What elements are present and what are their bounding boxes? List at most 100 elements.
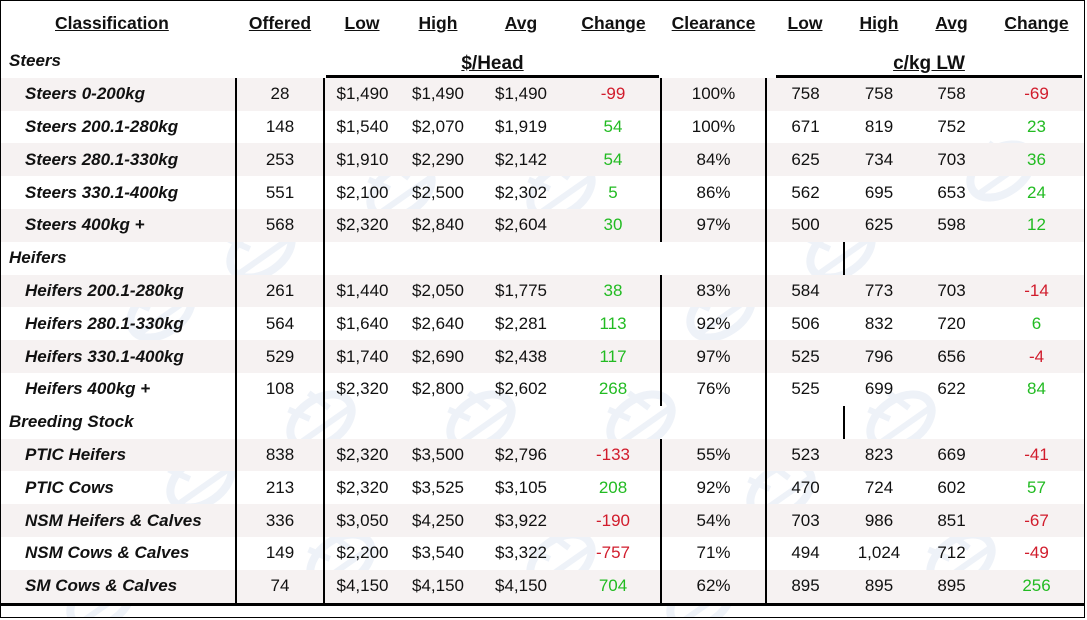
spacer-cell	[236, 45, 324, 78]
kg-high-cell: 625	[844, 208, 914, 242]
empty-cell	[661, 241, 767, 275]
empty-cell	[566, 406, 661, 439]
kg-high-cell: 796	[844, 340, 914, 373]
low-cell: $2,100	[323, 176, 400, 209]
col-header-classification: Classification	[55, 12, 169, 33]
table-body: Steers $/Head c/kg LW Steers 0-200kg 28 $1,49…	[1, 45, 1084, 606]
clearance-cell: 54%	[661, 504, 767, 537]
empty-cell	[400, 406, 476, 439]
kg-avg-cell: 895	[914, 569, 989, 606]
classification-cell: PTIC Cows	[25, 477, 114, 497]
table-row: SM Cows & Calves 74 $4,150 $4,150 $4,150 704 6…	[1, 569, 1084, 606]
col-header-change: Change	[581, 12, 646, 33]
low-cell: $1,740	[323, 340, 400, 373]
kg-change-cell: -14	[989, 274, 1084, 308]
kg-high-cell: 819	[864, 116, 894, 136]
high-cell: $4,250	[400, 504, 476, 537]
col-header-kg-avg: Avg	[935, 12, 968, 33]
col-header-low: Low	[344, 12, 380, 33]
empty-cell	[476, 242, 566, 275]
kg-high-cell: 832	[864, 313, 894, 333]
kg-change-cell: 12	[989, 208, 1084, 242]
clearance-cell: 92%	[661, 307, 767, 341]
unit-header-head: $/Head	[324, 45, 661, 78]
group-label: Breeding Stock	[9, 412, 134, 432]
high-cell: $2,050	[400, 274, 476, 308]
kg-avg-cell: 703	[914, 274, 989, 308]
offered-cell: 108	[235, 372, 324, 406]
kg-avg-cell: 598	[914, 208, 989, 242]
table-row: Heifers 200.1-280kg 261 $1,440 $2,050 $1,775…	[1, 274, 1084, 308]
clearance-cell: 100%	[661, 77, 767, 111]
classification-cell: NSM Heifers & Calves	[1, 504, 236, 537]
group-label: Heifers	[9, 248, 67, 268]
low-cell: $3,050	[323, 504, 400, 537]
high-cell: $3,500	[400, 438, 476, 472]
clearance-cell: 55%	[661, 438, 767, 472]
clearance-cell: 84%	[661, 143, 767, 177]
kg-high-cell: 734	[844, 143, 914, 177]
low-cell: $1,490	[323, 77, 400, 111]
kg-low-cell: 523	[766, 438, 844, 472]
kg-low-cell: 525	[791, 379, 820, 399]
table-row: Steers 400kg +568 $2,320 $2,840 $2,604 30 97%…	[1, 208, 1084, 242]
classification-cell: Steers 280.1-330kg	[1, 143, 236, 177]
col-header-high: High	[418, 12, 458, 33]
clearance-cell: 97%	[661, 208, 767, 242]
kg-avg-cell: 712	[937, 543, 966, 563]
offered-cell: 564	[235, 307, 324, 341]
low-cell: $1,640	[323, 307, 400, 341]
kg-change-cell: 23	[1027, 116, 1046, 136]
kg-avg-cell: 752	[937, 116, 966, 136]
table-row: PTIC Heifers 838 $2,320 $3,500 $2,796 -133 55%…	[1, 438, 1084, 472]
high-cell: $3,525	[412, 477, 464, 497]
low-cell: $1,540	[323, 110, 400, 144]
kg-high-cell: 986	[844, 504, 914, 537]
clearance-cell: 76%	[661, 372, 767, 406]
avg-cell: $1,775	[476, 274, 566, 308]
change-cell: 38	[566, 274, 662, 308]
avg-cell: $2,302	[495, 182, 547, 202]
clearance-cell: 100%	[661, 110, 767, 144]
kg-change-cell: 57	[1027, 477, 1046, 497]
sale-results-table: Classification Offered Low High Avg Chan…	[1, 1, 1084, 606]
col-header-clearance: Clearance	[671, 12, 756, 33]
change-cell: -757	[566, 536, 662, 570]
kg-low-cell: 500	[766, 208, 844, 242]
high-cell: $2,690	[400, 340, 476, 373]
table-row: Steers 280.1-330kg 253 $1,910 $2,290 $2,142 5…	[1, 143, 1084, 177]
kg-change-cell: -41	[989, 438, 1084, 472]
spacer-cell	[661, 45, 766, 78]
low-cell: $4,150	[323, 569, 400, 606]
kg-low-cell: 470	[791, 477, 820, 497]
kg-high-cell: 823	[844, 438, 914, 472]
change-cell: -190	[566, 504, 662, 537]
kg-high-cell: 695	[864, 182, 894, 202]
col-header-kg-change: Change	[1004, 12, 1069, 33]
classification-cell: SM Cows & Calves	[1, 569, 236, 606]
avg-cell: $2,796	[476, 438, 566, 472]
high-cell: $3,540	[412, 543, 464, 563]
col-header-kg-high: High	[859, 12, 899, 33]
avg-cell: $1,490	[476, 77, 566, 111]
kg-avg-cell: 703	[914, 143, 989, 177]
kg-low-cell: 703	[766, 504, 844, 537]
change-cell: 54	[566, 110, 662, 144]
kg-high-cell: 773	[844, 274, 914, 308]
unit-head-label: $/Head	[461, 52, 524, 74]
clearance-cell: 62%	[661, 569, 767, 606]
high-cell: $4,150	[400, 569, 476, 606]
kg-low-cell: 758	[766, 77, 844, 111]
classification-cell: PTIC Heifers	[1, 438, 236, 472]
clearance-cell: 92%	[661, 471, 767, 505]
group-row: Breeding Stock	[1, 405, 1084, 439]
offered-cell: 336	[235, 504, 324, 537]
kg-change-cell: 6	[1031, 313, 1042, 333]
table-row: NSM Cows & Calves 149 $2,200 $3,540 $3,322 -7…	[1, 536, 1084, 570]
col-header-avg: Avg	[504, 12, 538, 33]
change-cell: 268	[566, 372, 662, 406]
kg-low-cell: 525	[766, 340, 844, 373]
group-row: Steers $/Head c/kg LW	[1, 45, 1084, 78]
kg-change-cell: 256	[989, 569, 1084, 606]
empty-cell	[323, 405, 400, 439]
